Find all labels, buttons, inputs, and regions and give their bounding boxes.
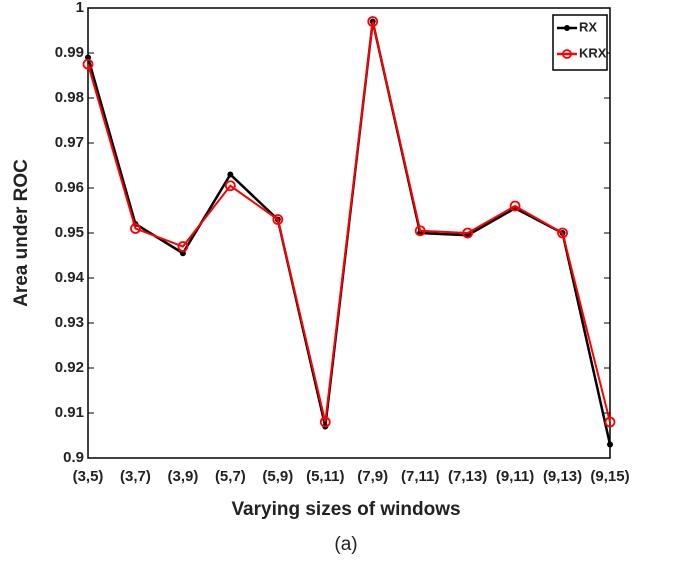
krx-marker [509, 200, 521, 212]
x-tick-label: (3,5) [73, 468, 104, 485]
x-tick-label: (3,9) [167, 468, 198, 485]
rx-marker [227, 171, 234, 178]
y-tick-label: 0.96 [55, 179, 84, 196]
krx-marker [557, 227, 568, 239]
krx-marker [367, 16, 379, 27]
rx-marker [85, 54, 91, 61]
x-axis-title: Varying sizes of windows [231, 499, 460, 520]
y-tick-label: 0.93 [55, 314, 84, 331]
y-tick-label: 0.99 [55, 44, 84, 61]
y-tick-label: 0.92 [55, 359, 84, 376]
krx-marker [82, 58, 94, 70]
y-tick-label: 0.95 [55, 224, 84, 241]
legend-label: KRX [579, 45, 607, 60]
legend-label: RX [579, 19, 597, 34]
x-tick-label: (3,7) [120, 468, 151, 485]
y-tick-label: 0.9 [63, 449, 84, 466]
y-tick-label: 1 [76, 0, 84, 16]
rx-marker [179, 250, 186, 257]
krx-marker [319, 416, 331, 428]
krx-marker [224, 180, 236, 192]
x-tick-label: (9,15) [590, 468, 629, 485]
krx-marker [414, 225, 426, 237]
rx-marker [607, 441, 613, 448]
y-tick-label: 0.97 [55, 134, 84, 151]
series-line [86, 21, 612, 445]
series-line [87, 21, 611, 423]
x-tick-label: (5,7) [215, 468, 246, 485]
krx-marker [177, 241, 189, 252]
legend-box [552, 14, 608, 71]
y-tick-label: 0.91 [55, 404, 84, 421]
krx-marker [604, 416, 616, 428]
legend-marker [562, 49, 572, 59]
x-tick-label: (5,11) [306, 468, 344, 485]
y-tick-label: 0.94 [55, 269, 85, 286]
krx-marker [130, 223, 141, 234]
x-tick-label: (5,9) [262, 468, 293, 485]
y-axis-title: Area under ROC [11, 159, 32, 307]
x-tick-label: (7,11) [401, 468, 439, 485]
y-tick-label: 0.98 [55, 89, 84, 106]
caption: (a) [334, 534, 357, 555]
x-tick-label: (7,13) [448, 468, 487, 485]
x-tick-label: (9,13) [543, 468, 582, 485]
legend-marker [564, 25, 570, 31]
x-tick-label: (9,11) [496, 468, 534, 485]
krx-marker [462, 227, 474, 239]
x-tick-label: (7,9) [357, 468, 388, 485]
krx-marker [272, 214, 284, 225]
